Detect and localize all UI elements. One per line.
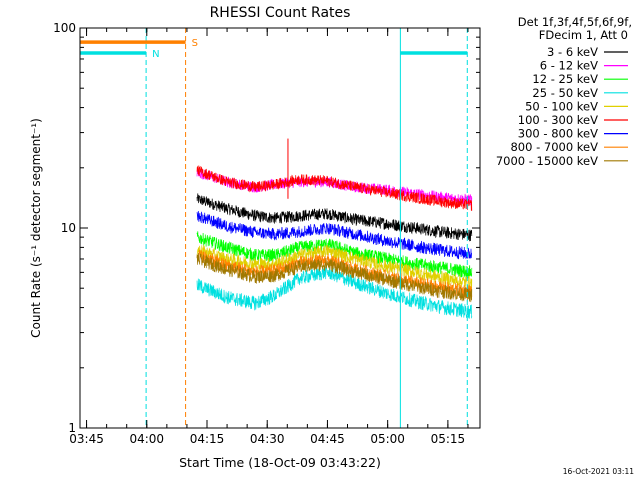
y-axis: 1 10 100	[53, 21, 480, 435]
legend-header-line-2: FDecim 1, Att 0	[539, 28, 628, 42]
plot-area: SN	[79, 28, 473, 428]
legend-label-1: 3 - 6 keV	[547, 45, 598, 59]
legend-label-4: 25 - 50 keV	[532, 86, 598, 100]
legend: Det 1f,3f,4f,5f,6f,9f, FDecim 1, Att 0 3…	[496, 15, 632, 168]
x-tick-label: 05:15	[431, 432, 466, 446]
y-axis-label: Count Rate (s⁻¹ detector segment⁻¹)	[29, 118, 43, 338]
x-axis: 03:45 04:00 04:15 04:30 04:45 05:00 05:15	[69, 28, 469, 446]
x-tick-label: 04:45	[310, 432, 345, 446]
y-tick-label: 1	[68, 421, 76, 435]
series-line-5	[196, 245, 473, 290]
chart-title: RHESSI Count Rates	[210, 5, 351, 21]
flag-label-s: S	[192, 38, 198, 49]
series-line-7	[196, 210, 472, 260]
timestamp: 16-Oct-2021 03:11	[563, 467, 634, 476]
series-line-1	[196, 193, 473, 242]
x-tick-label: 03:45	[69, 432, 104, 446]
flag-label-n: N	[152, 49, 159, 60]
x-tick-label: 04:15	[190, 432, 225, 446]
legend-label-8: 800 - 7000 keV	[510, 140, 598, 154]
legend-label-5: 50 - 100 keV	[525, 99, 598, 113]
legend-label-2: 6 - 12 keV	[540, 59, 598, 73]
y-tick-label: 10	[61, 221, 76, 235]
series-line-9	[196, 252, 473, 303]
legend-label-9: 7000 - 15000 keV	[496, 154, 598, 168]
series-line-3	[196, 231, 473, 279]
x-tick-label: 04:00	[129, 432, 164, 446]
y-tick-label: 100	[53, 21, 76, 35]
x-axis-label: Start Time (18-Oct-09 03:43:22)	[179, 455, 381, 470]
x-tick-label: 04:30	[250, 432, 285, 446]
legend-label-7: 300 - 800 keV	[518, 127, 598, 141]
series-line-6	[196, 165, 473, 211]
x-tick-label: 05:00	[370, 432, 405, 446]
legend-label-6: 100 - 300 keV	[518, 113, 598, 127]
legend-header-line-1: Det 1f,3f,4f,5f,6f,9f,	[518, 15, 632, 29]
series-line-4	[196, 265, 473, 319]
legend-label-3: 12 - 25 keV	[532, 72, 598, 86]
